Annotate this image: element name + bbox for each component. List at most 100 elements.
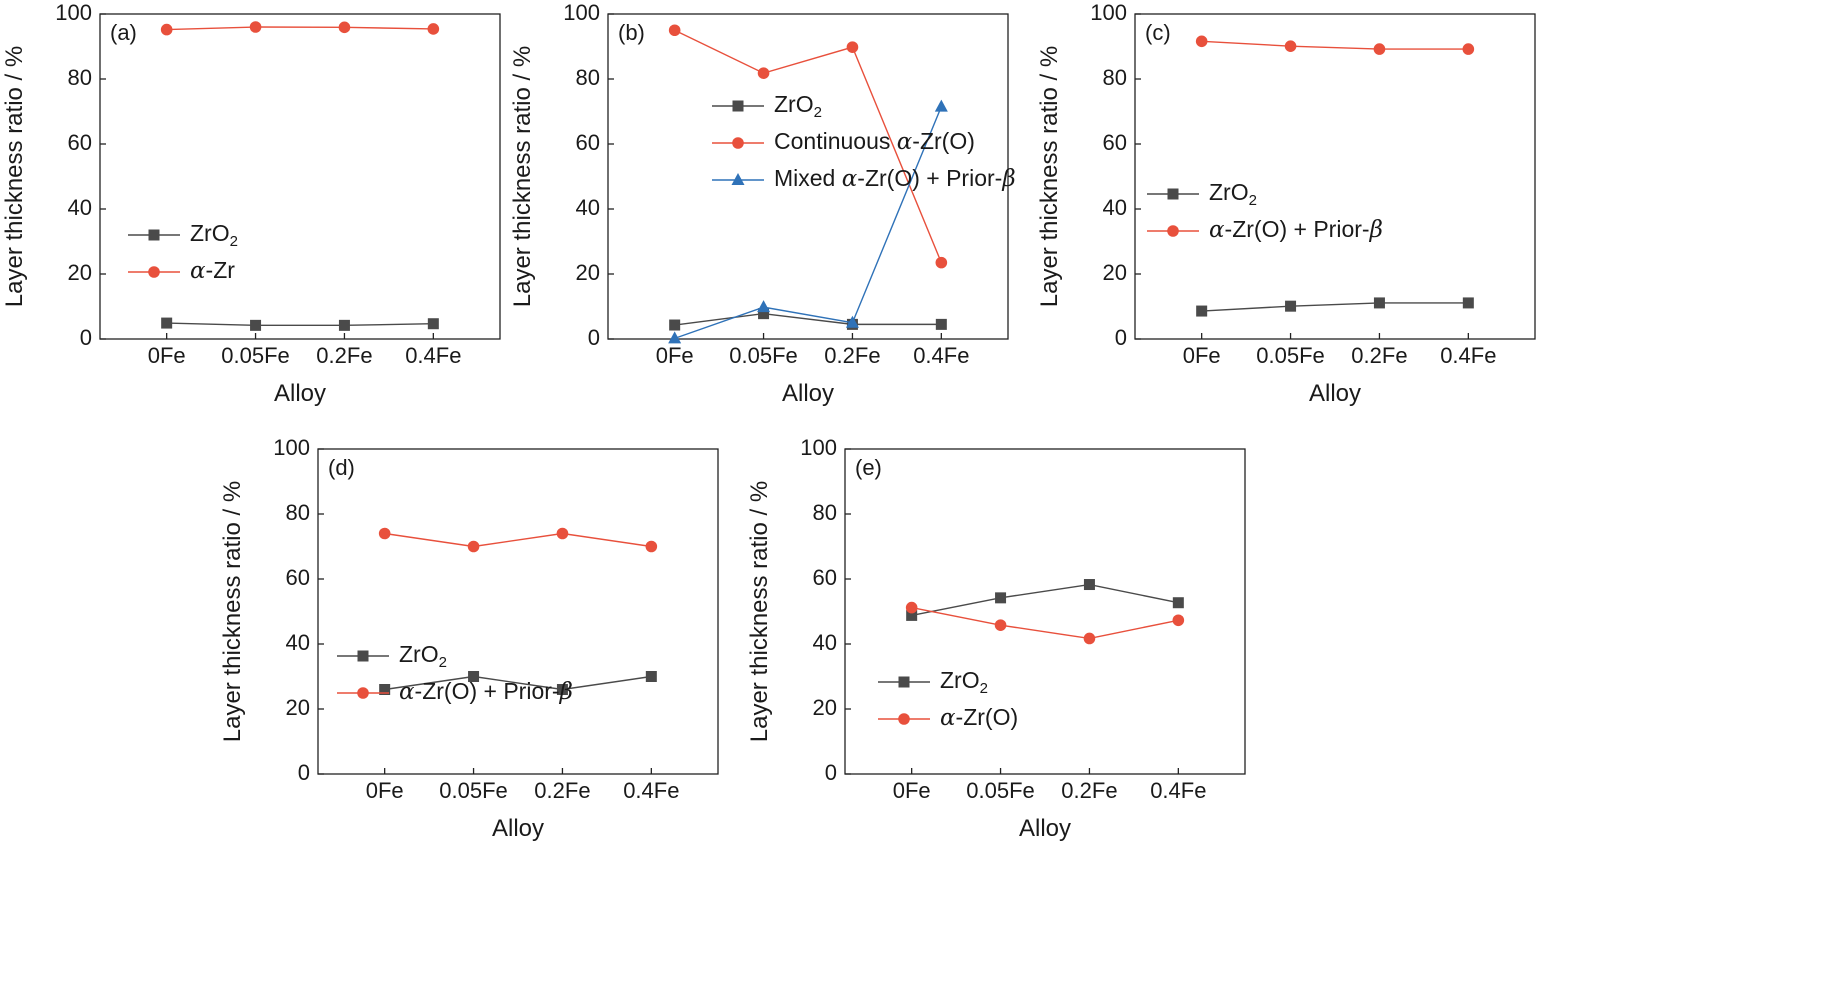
chart-panel-c: 0 20 40 60 80 100 0Fe 0.05Fe 0.2Fe 0.4Fe Alloy Laye… xyxy=(1036,0,1536,407)
x-tick-label: 0.2Fe xyxy=(1351,343,1407,368)
x-tick-label: 0Fe xyxy=(656,343,694,368)
legend-marker xyxy=(357,650,369,662)
series-line xyxy=(166,322,434,327)
legend-label: Continuous α-Zr(O) xyxy=(774,128,975,155)
legend: ZrO2 α-Zr(O) + Prior-β xyxy=(1147,179,1383,243)
y-axis-title: Layer thickness ratio / % xyxy=(509,46,536,307)
x-tick-label: 0.4Fe xyxy=(913,343,969,368)
series-line xyxy=(674,312,942,326)
data-point xyxy=(1462,297,1474,309)
series-1 xyxy=(378,527,658,553)
data-point xyxy=(468,671,480,682)
y-tick-label: 40 xyxy=(68,195,92,220)
legend-label: ZrO2 xyxy=(190,220,238,250)
plot-frame xyxy=(607,13,1009,340)
x-axis-title: Alloy xyxy=(492,815,544,842)
series-0 xyxy=(906,579,1184,621)
data-point xyxy=(757,67,770,79)
data-point xyxy=(758,308,770,320)
x-tick-label: 0.2Fe xyxy=(824,343,880,368)
x-tick-label: 0.05Fe xyxy=(966,778,1035,803)
series-2 xyxy=(668,99,948,344)
legend-marker xyxy=(357,687,369,699)
y-axis-title: Layer thickness ratio / % xyxy=(1036,46,1063,307)
y-tick-label: 20 xyxy=(813,695,837,720)
panel-tag: (c) xyxy=(1145,20,1171,45)
data-point xyxy=(427,23,440,35)
legend-marker xyxy=(148,229,160,241)
x-axis-title: Alloy xyxy=(1019,815,1071,842)
data-point xyxy=(668,331,682,344)
series-line xyxy=(911,583,1179,617)
y-tick-label: 60 xyxy=(68,130,92,155)
data-point xyxy=(378,527,391,540)
legend-marker xyxy=(148,266,160,278)
series-0 xyxy=(161,317,439,331)
x-tick-label: 0.05Fe xyxy=(1256,343,1325,368)
x-tick-label: 0.05Fe xyxy=(221,343,290,368)
y-tick-label: 80 xyxy=(1103,65,1127,90)
legend-label: ZrO2 xyxy=(940,667,988,697)
data-point xyxy=(1172,614,1185,627)
y-axis-title: Layer thickness ratio / % xyxy=(746,481,773,742)
legend-marker xyxy=(731,173,745,185)
x-tick-label: 0Fe xyxy=(148,343,186,368)
legend-marker xyxy=(1167,225,1179,237)
x-axis-title: Alloy xyxy=(782,380,834,407)
data-point xyxy=(379,684,391,695)
series-line xyxy=(384,675,652,691)
legend-label: ZrO2 xyxy=(399,641,447,671)
y-tick-label: 0 xyxy=(825,760,837,785)
series-1 xyxy=(668,24,948,269)
y-tick-label: 0 xyxy=(80,325,92,350)
panel-tag: (a) xyxy=(110,20,137,45)
data-point xyxy=(250,319,262,331)
x-tick-label: 0.4Fe xyxy=(623,778,679,803)
data-point xyxy=(338,21,351,34)
series-line xyxy=(1201,302,1469,312)
series-0 xyxy=(1196,297,1474,317)
series-line xyxy=(384,532,652,548)
y-tick-label: 40 xyxy=(1103,195,1127,220)
y-tick-label: 20 xyxy=(286,695,310,720)
x-tick-label: 0.4Fe xyxy=(1440,343,1496,368)
data-point xyxy=(1196,305,1208,317)
y-tick-label: 100 xyxy=(55,0,92,25)
y-tick-label: 0 xyxy=(298,760,310,785)
legend: ZrO2 α-Zr(O) xyxy=(878,667,1018,731)
y-tick-label: 20 xyxy=(576,260,600,285)
x-tick-label: 0.2Fe xyxy=(534,778,590,803)
data-point xyxy=(846,41,859,53)
data-point xyxy=(161,317,173,329)
data-point xyxy=(645,540,658,553)
series-1 xyxy=(160,21,440,36)
data-point xyxy=(995,592,1007,604)
panel-tag: (b) xyxy=(618,20,645,45)
y-tick-label: 100 xyxy=(800,435,837,460)
x-tick-label: 0.4Fe xyxy=(405,343,461,368)
y-tick-label: 80 xyxy=(286,500,310,525)
y-tick-label: 80 xyxy=(68,65,92,90)
y-tick-label: 100 xyxy=(1090,0,1127,25)
plot-frame xyxy=(317,448,719,775)
data-point xyxy=(845,315,859,328)
y-tick-label: 80 xyxy=(813,500,837,525)
legend-label: α-Zr xyxy=(190,257,235,284)
series-1 xyxy=(905,601,1185,645)
legend-label: α-Zr(O) + Prior-β xyxy=(1209,216,1383,243)
series-line xyxy=(674,106,942,340)
data-point xyxy=(338,319,350,331)
legend: ZrO2 α-Zr xyxy=(128,220,238,284)
data-point xyxy=(905,601,918,614)
plot-frame xyxy=(1134,13,1536,340)
panel-tag: (e) xyxy=(855,455,882,480)
series-line xyxy=(166,26,434,31)
data-point xyxy=(1172,597,1184,609)
y-tick-label: 40 xyxy=(286,630,310,655)
data-point xyxy=(160,23,173,36)
x-axis-title: Alloy xyxy=(1309,380,1361,407)
series-0 xyxy=(669,308,947,331)
data-point xyxy=(556,684,568,695)
data-point xyxy=(1285,300,1297,312)
x-tick-label: 0Fe xyxy=(366,778,404,803)
